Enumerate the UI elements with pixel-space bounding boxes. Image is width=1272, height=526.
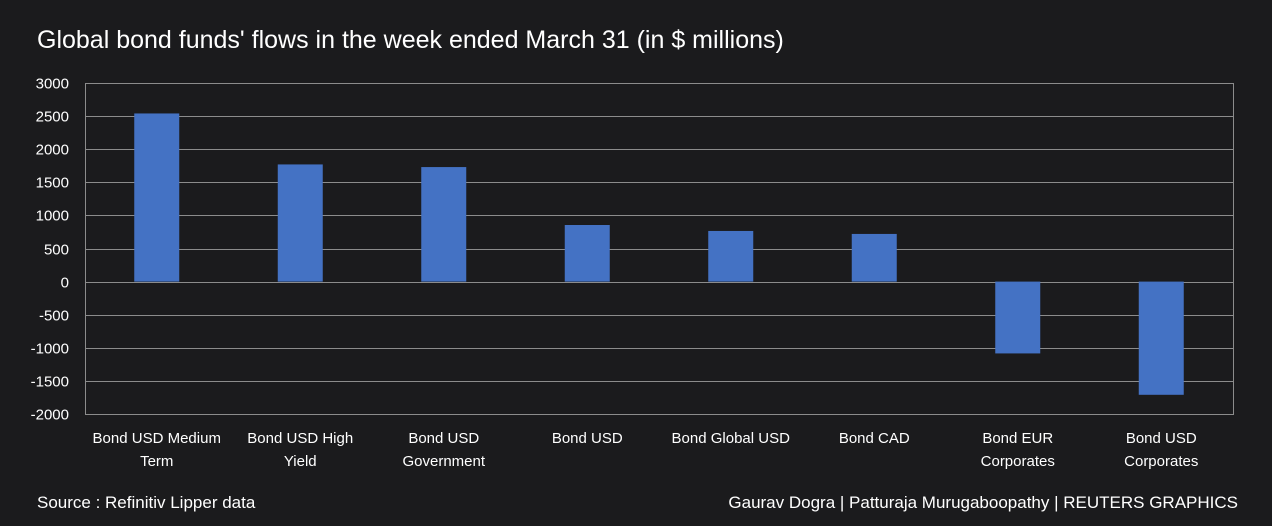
bar <box>1138 281 1184 395</box>
source-note: Source : Refinitiv Lipper data <box>37 493 256 512</box>
bar <box>995 281 1041 354</box>
bar <box>421 167 467 282</box>
x-category-label: Bond USD Medium <box>93 430 221 447</box>
bar <box>564 224 610 282</box>
plot-area-frame <box>85 83 1234 415</box>
y-axis-tick-labels: 3000 2500 2000 1500 1000 500 0 -500 -1000 -1500 -2… <box>31 76 69 424</box>
y-tick-label: 2000 <box>36 142 69 159</box>
x-category-label: Bond USD <box>552 430 623 447</box>
grid-lines <box>85 83 1233 415</box>
y-tick-label: 3000 <box>36 76 69 93</box>
y-tick-label: 0 <box>61 275 69 292</box>
credit-note: Gaurav Dogra | Patturaja Murugaboopathy … <box>728 493 1238 512</box>
x-category-label: Bond Global USD <box>672 430 791 447</box>
chart-title: Global bond funds' flows in the week end… <box>37 26 784 54</box>
y-tick-label: 1000 <box>36 208 69 225</box>
y-tick-label: 2500 <box>36 109 69 126</box>
bar <box>851 233 897 282</box>
y-tick-label: -500 <box>39 308 69 325</box>
y-tick-label: 1500 <box>36 175 69 192</box>
x-category-label: Bond CAD <box>839 430 910 447</box>
x-category-label: Bond USD <box>408 430 479 447</box>
x-category-label: Bond USD High <box>247 430 353 447</box>
x-category-label: Yield <box>284 453 317 470</box>
x-category-label: Corporates <box>1124 453 1198 470</box>
x-category-label: Corporates <box>981 453 1055 470</box>
x-category-label: Government <box>402 453 485 470</box>
x-category-label: Term <box>140 453 173 470</box>
y-tick-label: -1000 <box>31 341 69 358</box>
bar <box>708 230 754 282</box>
bar <box>134 113 180 282</box>
bars <box>134 113 1184 395</box>
y-tick-label: -1500 <box>31 374 69 391</box>
y-tick-label: -2000 <box>31 407 69 424</box>
x-category-label: Bond USD <box>1126 430 1197 447</box>
x-category-label: Bond EUR <box>982 430 1053 447</box>
bar <box>277 164 323 282</box>
y-tick-label: 500 <box>44 242 69 259</box>
x-axis-category-labels: Bond USD Medium Term Bond USD High Yield Bon… <box>93 430 1199 470</box>
